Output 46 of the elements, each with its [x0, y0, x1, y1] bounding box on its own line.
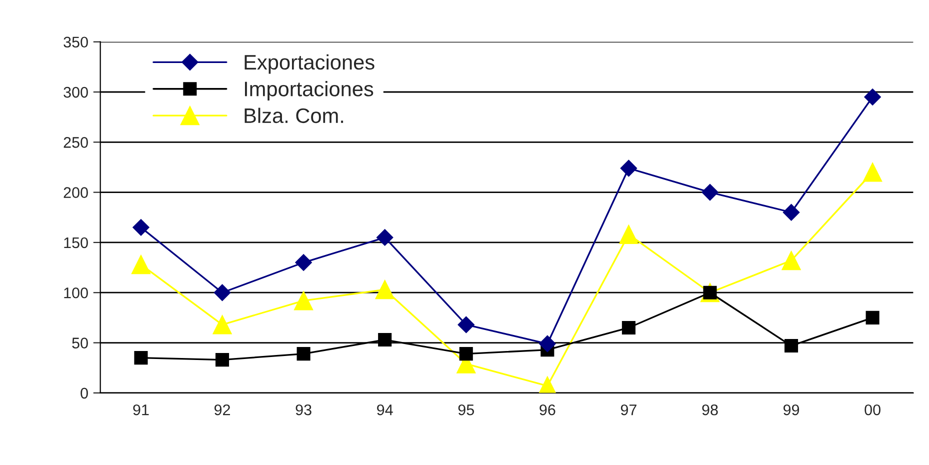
x-tick-label: 99: [783, 404, 800, 416]
point: [459, 347, 473, 361]
point: [132, 219, 150, 236]
point: [214, 284, 231, 301]
point: [620, 160, 638, 177]
point: [784, 339, 798, 353]
y-tick-label: 300: [64, 86, 88, 98]
point: [539, 335, 556, 352]
point: [782, 204, 800, 221]
point: [212, 315, 232, 334]
point: [866, 310, 880, 324]
y-tick-label: 0: [80, 388, 88, 399]
point: [294, 291, 314, 310]
x-tick-label: 98: [702, 404, 718, 416]
y-tick-label: 50: [72, 338, 88, 348]
x-tick-label: 95: [458, 404, 474, 416]
point: [215, 353, 230, 367]
point: [622, 320, 636, 334]
point: [702, 184, 718, 201]
x-tick-label: 94: [377, 404, 393, 416]
x-tick-label: 91: [133, 404, 149, 416]
point: [134, 351, 148, 365]
x-tick-label: 96: [540, 404, 556, 416]
legend-label: Importaciones: [244, 81, 374, 100]
y-tick-label: 150: [64, 237, 88, 248]
y-tick-label: 350: [64, 36, 88, 48]
point: [131, 254, 151, 274]
point: [863, 162, 882, 182]
point: [376, 229, 394, 246]
x-tick-label: 92: [214, 404, 230, 416]
point: [619, 224, 638, 244]
point: [782, 250, 801, 270]
x-tick-label: 00: [864, 404, 880, 416]
y-tick-label: 250: [64, 137, 88, 148]
legend-label: Blza. Com.: [244, 108, 344, 124]
point: [296, 347, 310, 361]
point: [378, 332, 392, 347]
point: [864, 88, 881, 106]
y-tick-label: 100: [64, 287, 88, 298]
point: [295, 254, 312, 271]
point: [375, 280, 394, 300]
x-tick-label: 97: [620, 404, 636, 416]
point: [458, 316, 475, 334]
x-tick-label: 93: [296, 404, 312, 416]
y-tick-label: 200: [64, 187, 88, 198]
legend-label: Exportaciones: [244, 54, 374, 74]
